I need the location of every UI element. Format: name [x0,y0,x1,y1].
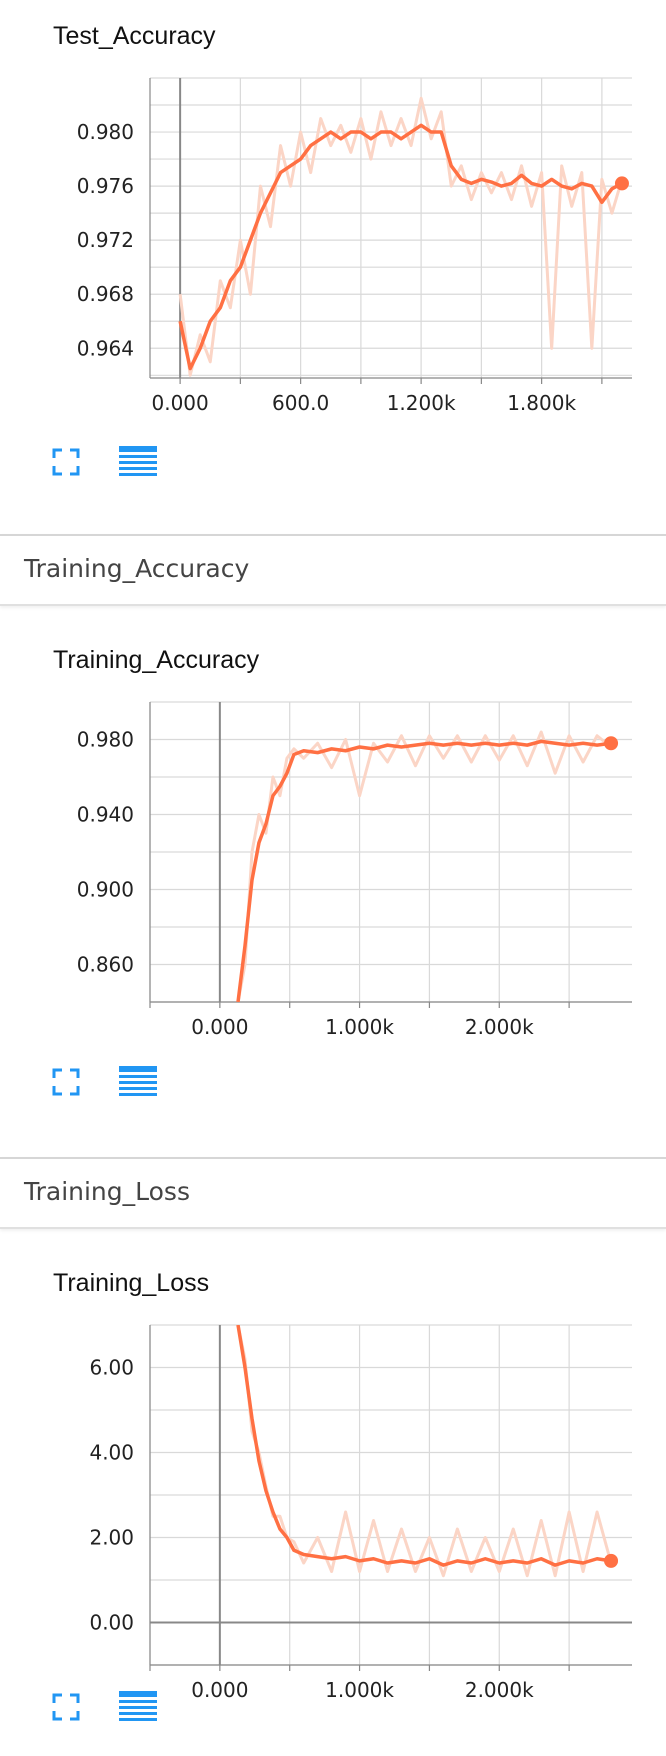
section-header-training-loss[interactable]: Training_Loss [0,1157,666,1229]
chart-card-training-loss: Training_Loss 0.00 2.00 4.00 6.00 0.000 1.000… [0,1227,666,1756]
smoothed-series-line [236,739,612,1002]
y-tick-label: 0.972 [77,228,134,252]
list-icon[interactable] [119,1691,157,1727]
smoothed-series-line [178,123,623,371]
y-tick-label: 0.980 [77,728,134,752]
y-tick-label: 6.00 [89,1356,134,1380]
fullscreen-icon[interactable] [52,1693,80,1725]
x-tick-label: 1.000k [325,1678,394,1702]
fullscreen-icon[interactable] [52,448,80,480]
series-group [178,96,624,377]
training-loss-chart: 0.00 2.00 4.00 6.00 0.000 1.000k 2.000k [89,1324,632,1702]
raw-series-line [178,96,624,377]
x-tick-label: 600.0 [272,391,329,415]
series-group [236,1325,613,1578]
y-tick-label: 0.980 [77,120,134,144]
y-tick-label: 0.860 [77,953,134,977]
y-tick-label: 4.00 [89,1441,134,1465]
smoothed-series-line [236,1325,612,1567]
y-tick-label: 2.00 [89,1526,134,1550]
section-title: Training_Accuracy [24,554,250,583]
x-tick-label: 1.000k [325,1015,394,1039]
x-tick-label: 0.000 [191,1678,248,1702]
x-tick-label: 1.200k [387,391,456,415]
x-tick-label: 0.000 [151,391,208,415]
last-point-marker [604,736,619,751]
raw-series-line [236,1325,613,1578]
x-tick-label: 0.000 [191,1015,248,1039]
chart-card-test-accuracy: Test_Accuracy 0.964 0.968 0.972 0.976 0.980 0… [0,0,666,490]
y-tick-label: 0.900 [77,878,134,902]
section-title: Training_Loss [24,1177,190,1206]
list-icon[interactable] [119,446,157,482]
series-group [236,730,612,1002]
x-tick-label: 2.000k [465,1678,534,1702]
y-tick-label: 0.964 [77,336,134,360]
y-tick-label: 0.00 [89,1611,134,1635]
last-point-marker [614,176,629,191]
chart-title: Training_Loss [53,1269,210,1297]
chart-title: Test_Accuracy [53,22,216,50]
raw-series-line [236,730,612,1002]
chart-title: Training_Accuracy [53,646,260,674]
y-tick-label: 0.940 [77,803,134,827]
list-icon[interactable] [119,1066,157,1102]
x-tick-label: 1.800k [507,391,576,415]
section-header-training-accuracy[interactable]: Training_Accuracy [0,534,666,606]
fullscreen-icon[interactable] [52,1068,80,1100]
training-accuracy-chart: 0.860 0.900 0.940 0.980 0.000 1.000k 2.000k [77,701,632,1039]
last-point-marker [604,1553,619,1568]
x-tick-label: 2.000k [465,1015,534,1039]
y-tick-label: 0.968 [77,282,134,306]
chart-card-training-accuracy: Training_Accuracy 0.860 0.900 0.940 0.980 0.… [0,604,666,1104]
test-accuracy-chart: 0.964 0.968 0.972 0.976 0.980 0.000 600.0 1.200… [77,77,632,415]
y-tick-label: 0.976 [77,174,134,198]
